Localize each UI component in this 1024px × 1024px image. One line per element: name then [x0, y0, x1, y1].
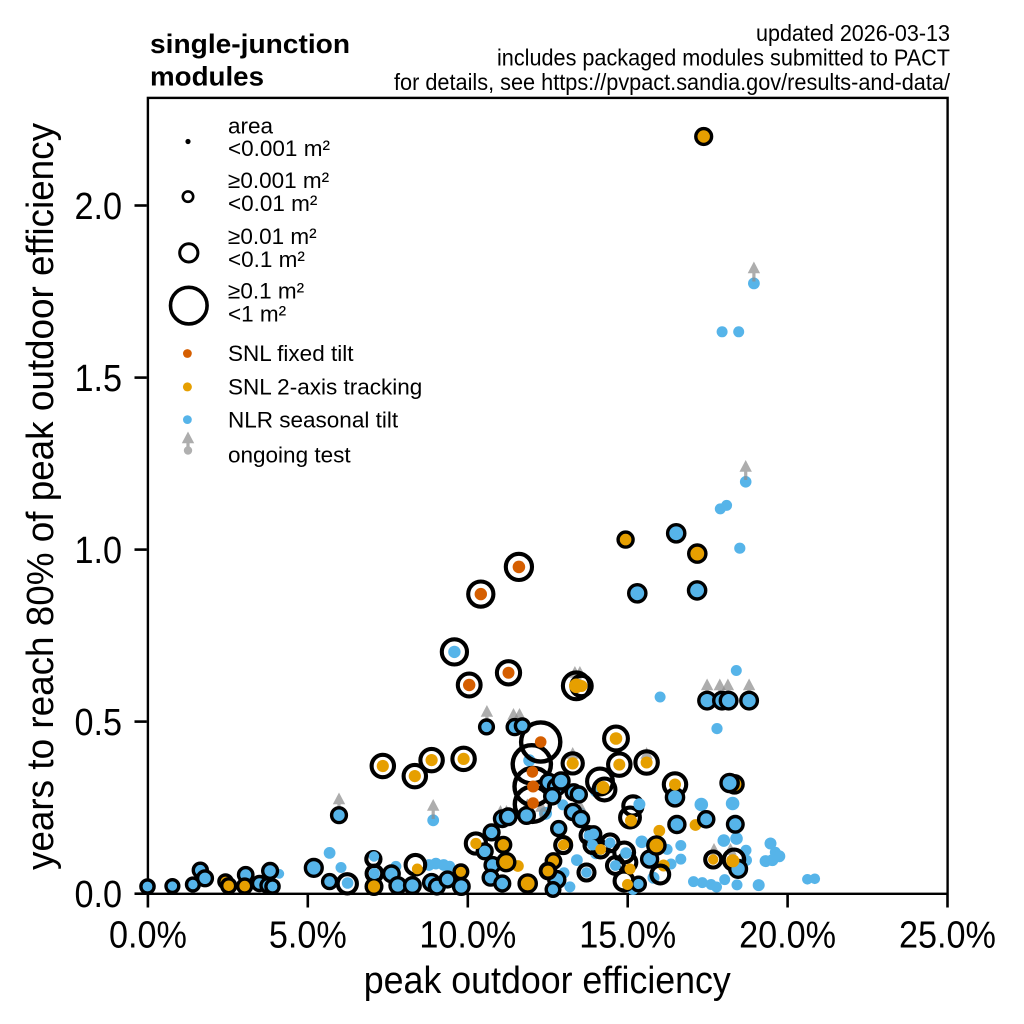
svg-text:15.0%: 15.0% [579, 913, 676, 956]
svg-text:≥0.1 m²: ≥0.1 m² [228, 279, 305, 304]
svg-text:<0.1 m²: <0.1 m² [228, 247, 305, 272]
svg-text:<0.01 m²: <0.01 m² [228, 191, 318, 216]
svg-text:25.0%: 25.0% [899, 913, 996, 956]
svg-text:SNL fixed tilt: SNL fixed tilt [228, 341, 354, 366]
svg-text:≥0.001 m²: ≥0.001 m² [228, 168, 330, 193]
svg-text:0.0: 0.0 [74, 872, 122, 915]
svg-text:20.0%: 20.0% [739, 913, 836, 956]
svg-text:0.0%: 0.0% [109, 913, 187, 956]
svg-text:1.0: 1.0 [74, 528, 122, 571]
svg-text:NLR seasonal tilt: NLR seasonal tilt [228, 408, 399, 433]
svg-text:years to reach 80% of peak out: years to reach 80% of peak outdoor effic… [20, 123, 62, 870]
svg-text:ongoing test: ongoing test [228, 443, 351, 468]
svg-text:single-junction: single-junction [150, 29, 350, 59]
svg-text:<1 m²: <1 m² [228, 302, 287, 327]
svg-text:includes packaged modules subm: includes packaged modules submitted to P… [497, 45, 950, 71]
svg-text:2.0: 2.0 [74, 184, 122, 227]
svg-text:area: area [228, 114, 274, 139]
svg-text:0.5: 0.5 [74, 700, 122, 743]
svg-text:SNL 2-axis tracking: SNL 2-axis tracking [228, 375, 422, 400]
svg-text:<0.001 m²: <0.001 m² [228, 136, 330, 161]
svg-text:10.0%: 10.0% [419, 913, 516, 956]
svg-text:modules: modules [150, 62, 264, 92]
svg-text:1.5: 1.5 [74, 356, 122, 399]
svg-text:≥0.01 m²: ≥0.01 m² [228, 224, 317, 249]
svg-text:peak outdoor efficiency: peak outdoor efficiency [364, 960, 731, 1002]
svg-text:for details, see https://pvpac: for details, see https://pvpact.sandia.g… [394, 69, 951, 95]
svg-text:updated 2026-03-13: updated 2026-03-13 [756, 20, 950, 46]
svg-text:5.0%: 5.0% [269, 913, 347, 956]
